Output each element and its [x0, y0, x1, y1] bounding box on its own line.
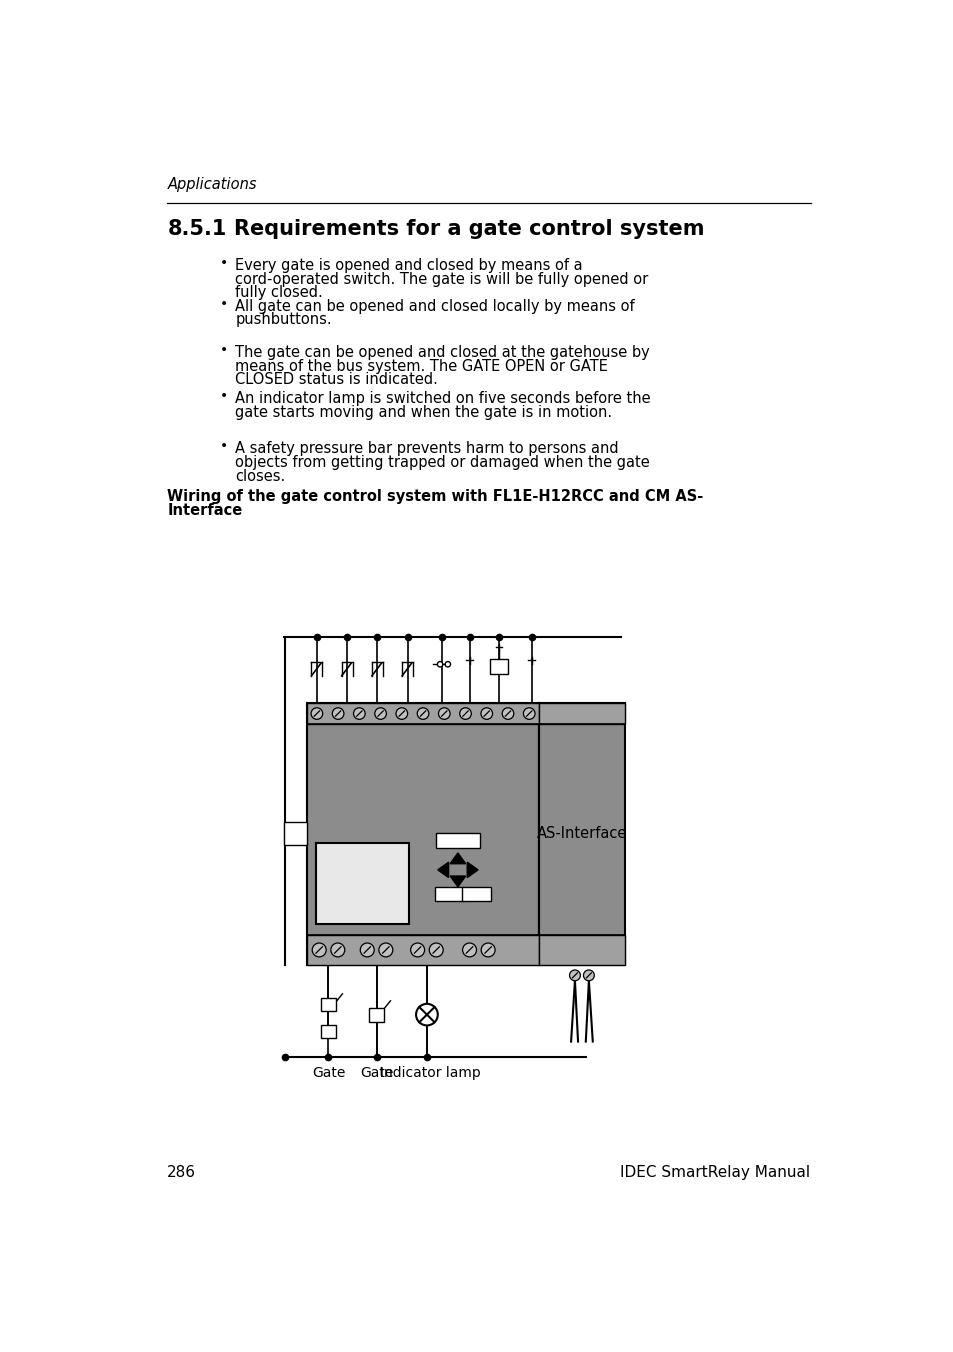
Bar [307, 703, 538, 964]
Text: •: • [220, 256, 228, 270]
Bar [489, 658, 508, 675]
Bar [307, 703, 538, 725]
Text: gate starts moving and when the gate is in motion.: gate starts moving and when the gate is … [235, 404, 612, 419]
Circle shape [375, 708, 386, 719]
Text: 286: 286 [167, 1165, 196, 1180]
Circle shape [436, 661, 442, 667]
Text: Gate: Gate [359, 1067, 393, 1080]
Text: means of the bus system. The GATE OPEN or GATE: means of the bus system. The GATE OPEN o… [235, 358, 608, 373]
Text: •: • [220, 297, 228, 311]
Circle shape [438, 708, 450, 719]
Bar [538, 703, 624, 964]
Circle shape [378, 944, 393, 957]
Text: Indicator lamp: Indicator lamp [380, 1067, 480, 1080]
Text: •: • [220, 343, 228, 357]
Circle shape [354, 708, 365, 719]
Bar [320, 999, 335, 1011]
Circle shape [480, 708, 492, 719]
Polygon shape [450, 853, 465, 864]
Text: An indicator lamp is switched on five seconds before the: An indicator lamp is switched on five se… [235, 391, 651, 406]
Circle shape [501, 708, 514, 719]
Text: CLOSED status is indicated.: CLOSED status is indicated. [235, 372, 438, 388]
Text: All gate can be opened and closed locally by means of: All gate can be opened and closed locall… [235, 299, 635, 314]
Text: objects from getting trapped or damaged when the gate: objects from getting trapped or damaged … [235, 454, 650, 470]
Text: IDEC SmartRelay Manual: IDEC SmartRelay Manual [619, 1165, 810, 1180]
Bar [461, 887, 491, 900]
Circle shape [523, 708, 535, 719]
Bar [435, 887, 464, 900]
Bar [369, 1009, 384, 1022]
Circle shape [331, 944, 344, 957]
Text: AS-Interface: AS-Interface [537, 826, 626, 841]
Polygon shape [467, 863, 477, 877]
Text: Requirements for a gate control system: Requirements for a gate control system [233, 219, 703, 239]
Bar [307, 936, 538, 964]
Polygon shape [437, 863, 448, 877]
Circle shape [569, 969, 579, 980]
Circle shape [360, 944, 374, 957]
Polygon shape [450, 876, 465, 887]
Text: 8.5.1: 8.5.1 [167, 219, 227, 239]
Circle shape [312, 944, 326, 957]
Text: Applications: Applications [167, 177, 256, 192]
Circle shape [462, 944, 476, 957]
Text: •: • [220, 389, 228, 403]
Text: Every gate is opened and closed by means of a: Every gate is opened and closed by means… [235, 258, 582, 273]
Text: The gate can be opened and closed at the gatehouse by: The gate can be opened and closed at the… [235, 345, 650, 360]
Text: fully closed.: fully closed. [235, 285, 323, 300]
Text: closes.: closes. [235, 469, 286, 484]
Circle shape [395, 708, 407, 719]
Circle shape [416, 1003, 437, 1025]
Circle shape [332, 708, 344, 719]
Circle shape [429, 944, 443, 957]
Circle shape [459, 708, 471, 719]
Bar [315, 842, 409, 923]
Bar [538, 936, 624, 964]
Text: Gate: Gate [312, 1067, 345, 1080]
Circle shape [416, 708, 429, 719]
Circle shape [311, 708, 322, 719]
Text: cord-operated switch. The gate is will be fully opened or: cord-operated switch. The gate is will b… [235, 272, 648, 287]
Text: pushbuttons.: pushbuttons. [235, 312, 332, 327]
Circle shape [480, 944, 495, 957]
Circle shape [410, 944, 424, 957]
Bar [283, 822, 307, 845]
Bar [320, 1025, 335, 1038]
Bar [538, 703, 624, 725]
Text: Interface: Interface [167, 503, 242, 518]
Text: •: • [220, 439, 228, 453]
Circle shape [445, 661, 450, 667]
Circle shape [583, 969, 594, 980]
Text: A safety pressure bar prevents harm to persons and: A safety pressure bar prevents harm to p… [235, 441, 618, 456]
Bar [436, 833, 479, 848]
Text: Wiring of the gate control system with FL1E-H12RCC and CM AS-: Wiring of the gate control system with F… [167, 488, 702, 504]
